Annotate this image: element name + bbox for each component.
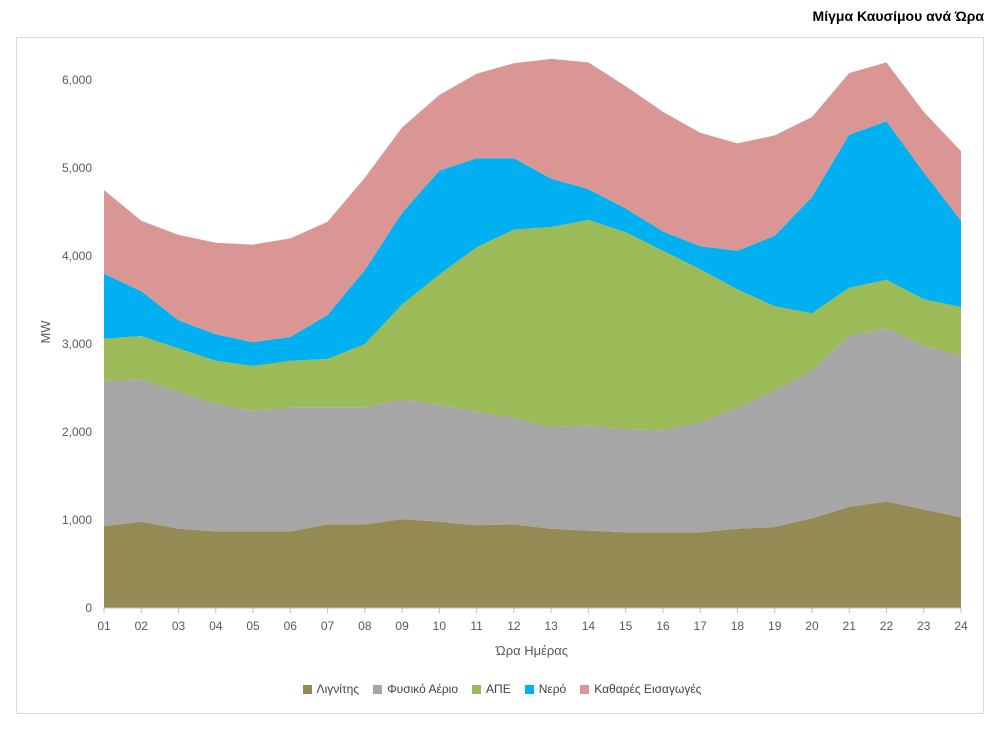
x-tick-label: 20 [805, 619, 819, 633]
x-tick-label: 15 [619, 619, 633, 633]
y-tick-label: 6,000 [62, 73, 92, 87]
legend-label: ΑΠΕ [486, 682, 511, 696]
legend-item-5: Καθαρές Εισαγωγές [580, 682, 701, 696]
x-tick-label: 02 [135, 619, 149, 633]
x-tick-label: 17 [693, 619, 707, 633]
x-tick-label: 04 [209, 619, 223, 633]
legend-label: Λιγνίτης [316, 682, 360, 696]
x-tick-label: 07 [321, 619, 335, 633]
x-tick-label: 03 [172, 619, 186, 633]
legend-swatch [373, 684, 383, 694]
y-tick-label: 3,000 [62, 337, 92, 351]
chart-frame [16, 37, 984, 714]
legend-label: Καθαρές Εισαγωγές [594, 682, 702, 696]
y-tick-label: 1,000 [62, 513, 92, 527]
x-tick-label: 01 [97, 619, 111, 633]
x-tick-label: 05 [246, 619, 260, 633]
y-tick-label: 4,000 [62, 249, 92, 263]
area-series-3 [104, 219, 961, 431]
legend-swatch [524, 684, 534, 694]
legend: Λιγνίτης Φυσικό Αέριο ΑΠΕ Νερό Καθαρές Εισαγ… [0, 682, 1004, 696]
x-tick-label: 10 [433, 619, 447, 633]
area-series-2 [104, 328, 961, 533]
area-series-1 [104, 501, 961, 608]
y-axis-title: MW [38, 320, 53, 344]
x-tick-label: 16 [656, 619, 670, 633]
legend-item-4: Νερό [524, 682, 567, 696]
legend-swatch [302, 684, 312, 694]
area-series-group [104, 58, 961, 608]
x-tick-label: 22 [880, 619, 894, 633]
y-tick-label: 5,000 [62, 161, 92, 175]
x-tick-label: 24 [954, 619, 968, 633]
x-tick-label: 06 [284, 619, 298, 633]
x-tick-label: 12 [507, 619, 521, 633]
area-series-4 [104, 121, 961, 367]
legend-item-2: Φυσικό Αέριο [373, 682, 458, 696]
x-axis-title: Ώρα Ημέρας [495, 643, 568, 658]
legend-label: Νερό [538, 682, 567, 696]
axes-group: 01 02 03 04 05 06 07 08 09 10 11 12 13 14 15 16 17 18 19 20… [62, 73, 968, 633]
x-tick-label: 11 [470, 619, 483, 633]
legend-swatch [472, 684, 482, 694]
x-tick-label: 13 [544, 619, 558, 633]
y-tick-label: 2,000 [62, 425, 92, 439]
x-tick-label: 21 [843, 619, 857, 633]
x-tick-label: 08 [358, 619, 372, 633]
legend-item-3: ΑΠΕ [472, 682, 511, 696]
legend-swatch [580, 684, 590, 694]
chart-title: Μίγμα Καυσίμου ανά Ώρα [812, 8, 984, 24]
y-tick-label: 0 [85, 601, 92, 615]
legend-label: Φυσικό Αέριο [387, 682, 459, 696]
x-tick-label: 19 [768, 619, 782, 633]
x-tick-label: 09 [395, 619, 409, 633]
x-tick-label: 18 [731, 619, 745, 633]
x-tick-label: 23 [917, 619, 931, 633]
x-tick-label: 14 [582, 619, 596, 633]
area-series-5 [104, 58, 961, 343]
legend-item-1: Λιγνίτης [302, 682, 360, 696]
